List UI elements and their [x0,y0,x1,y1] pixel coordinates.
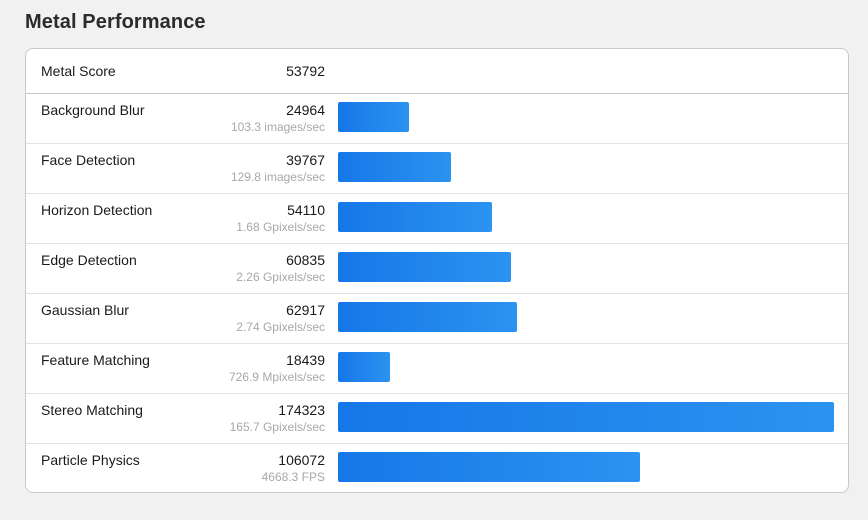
workload-list: Background Blur 24964 103.3 images/sec F… [26,94,848,492]
workload-rate: 2.74 Gpixels/sec [236,320,325,334]
workload-bar [338,152,451,182]
workload-score: 24964 [286,102,325,118]
workload-name: Face Detection [41,152,136,168]
workload-bar [338,452,640,482]
workload-bar-track [338,402,834,432]
workload-bar-track [338,102,834,132]
workload-row: Horizon Detection 54110 1.68 Gpixels/sec [26,194,848,244]
workload-row: Gaussian Blur 62917 2.74 Gpixels/sec [26,294,848,344]
workload-name: Edge Detection [41,252,137,268]
workload-score: 60835 [286,252,325,268]
workload-rate: 4668.3 FPS [261,470,325,484]
workload-score: 18439 [286,352,325,368]
workload-row: Background Blur 24964 103.3 images/sec [26,94,848,144]
metal-results-panel: Metal Score 53792 Background Blur 24964 … [25,48,849,493]
workload-score: 54110 [287,202,325,218]
workload-bar [338,402,834,432]
workload-rate: 1.68 Gpixels/sec [236,220,325,234]
workload-rate: 726.9 Mpixels/sec [228,370,325,384]
workload-bar [338,202,492,232]
workload-bar-track [338,352,834,382]
section-title: Metal Performance [25,11,206,33]
workload-name: Background Blur [41,102,145,118]
workload-score: 106072 [278,452,325,468]
workload-row: Feature Matching 18439 726.9 Mpixels/sec [26,344,848,394]
workload-bar-track [338,452,834,482]
workload-name: Feature Matching [41,352,150,368]
workload-rate: 129.8 images/sec [230,170,325,184]
metal-score-label: Metal Score [41,63,116,79]
workload-name: Stereo Matching [41,402,143,418]
workload-name: Gaussian Blur [41,302,129,318]
workload-bar [338,352,390,382]
workload-name: Horizon Detection [41,202,153,218]
workload-bar-track [338,202,834,232]
workload-row: Edge Detection 60835 2.26 Gpixels/sec [26,244,848,294]
workload-rate: 2.26 Gpixels/sec [236,270,325,284]
workload-score: 62917 [286,302,325,318]
workload-bar [338,252,511,282]
workload-bar [338,302,517,332]
workload-name: Particle Physics [41,452,140,468]
workload-row: Stereo Matching 174323 165.7 Gpixels/sec [26,394,848,444]
workload-bar-track [338,152,834,182]
workload-row: Particle Physics 106072 4668.3 FPS [26,444,848,492]
metal-score-value: 53792 [286,63,325,79]
workload-bar-track [338,302,834,332]
workload-rate: 103.3 images/sec [230,120,325,134]
workload-bar [338,102,409,132]
workload-row: Face Detection 39767 129.8 images/sec [26,144,848,194]
metal-score-row: Metal Score 53792 [26,49,848,94]
workload-score: 174323 [278,402,325,418]
workload-rate: 165.7 Gpixels/sec [229,420,325,434]
workload-score: 39767 [286,152,325,168]
workload-bar-track [338,252,834,282]
